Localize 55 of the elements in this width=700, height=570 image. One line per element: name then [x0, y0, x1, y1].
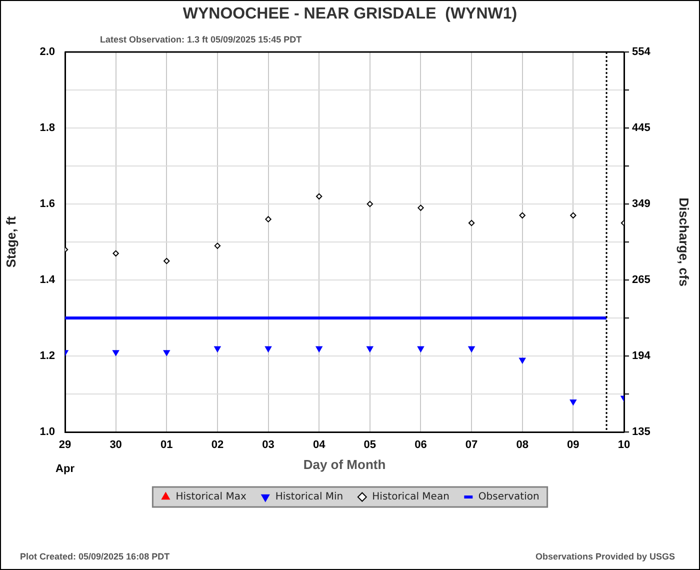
text: Plot Created: 05/09/2025 16:08 PDT	[20, 551, 170, 562]
x-tick-label: 30	[110, 439, 122, 452]
legend-label: Historical Mean	[372, 492, 450, 503]
point	[417, 346, 424, 352]
point	[163, 350, 170, 356]
y-tick-label: 1.4	[40, 274, 56, 286]
point	[519, 212, 526, 218]
y-tick-label: 1.8	[40, 122, 55, 134]
x-tick-label: 08	[516, 439, 528, 452]
category-label: 194	[632, 350, 650, 362]
y-tick-label: 1.0	[40, 426, 55, 438]
chart-title: WYNOOCHEE - NEAR GRISDALE (WYNW1)	[182, 5, 518, 22]
x-axis-title: Day of Month	[303, 456, 386, 472]
x-tick-label: 09	[567, 439, 580, 452]
x-tick-label: 29 Apr	[56, 439, 76, 476]
point	[112, 250, 119, 256]
x-tick-label: 10	[618, 439, 630, 452]
y2-axis-title: Discharge, cfs	[676, 198, 692, 286]
point	[112, 350, 120, 356]
point	[468, 220, 475, 226]
chart-subtitle: Latest Observation: 1.3 ft 05/09/2025 15:45 PDT	[100, 34, 302, 44]
category-label: 554	[632, 46, 650, 58]
category-label: 349	[632, 198, 650, 210]
point	[214, 242, 221, 249]
category-label: 445	[632, 122, 650, 134]
category-label: 265	[632, 274, 650, 286]
x-tick-label: 07	[465, 439, 478, 452]
legend-label: Historical Max	[176, 492, 246, 503]
x-tick-label: 01	[160, 439, 173, 452]
y-tick-label: 1.2	[40, 350, 55, 362]
point	[265, 216, 272, 222]
point	[366, 346, 374, 352]
point	[519, 358, 526, 364]
y-tick-label: 1.6	[40, 198, 55, 210]
y-axis-title: Stage, ft	[3, 216, 18, 268]
point	[418, 204, 424, 211]
legend-label: Historical Min	[275, 492, 344, 503]
point	[468, 346, 475, 352]
x-tick-label: 06	[414, 439, 427, 452]
point	[570, 400, 576, 406]
point	[214, 346, 221, 352]
point	[570, 212, 576, 218]
y-tick-label: 2.0	[40, 46, 55, 58]
text: Observations Provided by USGS	[535, 551, 675, 562]
x-tick-label: 02	[211, 439, 224, 452]
x-tick-label: 04	[312, 439, 326, 452]
x-tick-label: 05	[364, 439, 376, 452]
point	[366, 200, 374, 208]
x-tick-label: 03	[262, 439, 274, 452]
point	[316, 193, 322, 200]
point	[316, 346, 322, 352]
point	[164, 258, 170, 264]
point	[265, 346, 272, 352]
category-label: 135	[632, 426, 650, 438]
legend-label: Observation	[478, 492, 540, 503]
